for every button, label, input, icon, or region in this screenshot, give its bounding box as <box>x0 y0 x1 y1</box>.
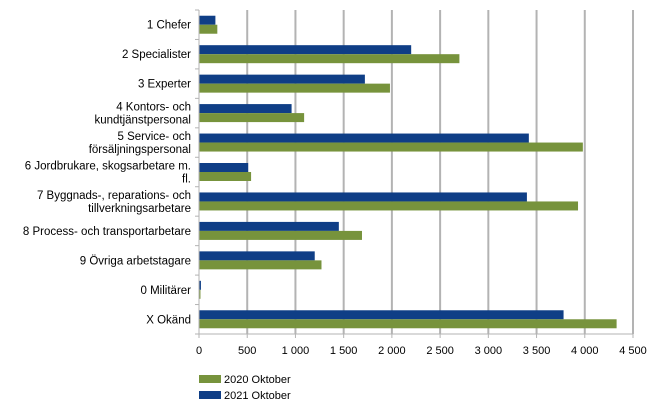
category-label: 8 Process- och transportarbetare <box>23 226 191 238</box>
bar-2020 <box>199 172 252 181</box>
bar-2020 <box>199 113 305 123</box>
legend-label: 2020 Oktober <box>224 374 291 386</box>
category-label: 6 Jordbrukare, skogsarbetare m. fl. <box>25 161 191 186</box>
x-tick-label: 4 000 <box>571 345 599 357</box>
bar-2021 <box>199 74 365 84</box>
bar-2020 <box>199 24 218 34</box>
bar-2021 <box>199 280 201 290</box>
bar-2020 <box>199 260 322 270</box>
category-label: 9 Övriga arbetstagare <box>80 255 191 267</box>
category-label: 3 Experter <box>138 79 191 91</box>
bar-2021 <box>199 251 315 261</box>
legend-swatch <box>199 391 221 399</box>
bar-2021 <box>199 192 527 202</box>
x-tick-label: 2 500 <box>426 345 454 357</box>
gridlines <box>246 10 634 334</box>
category-label: 2 Specialister <box>122 49 191 61</box>
x-tick-label: 0 <box>196 345 202 357</box>
bar-2021 <box>199 310 564 320</box>
bars <box>199 15 617 329</box>
category-label: 7 Byggnads-, reparations- och tillverknin… <box>37 190 191 215</box>
bar-2021 <box>199 221 339 231</box>
bar-2021 <box>199 15 216 25</box>
bar-2020 <box>199 83 390 93</box>
category-labels: 1 Chefer 2 Specialister 3 Experter 4 Kontor… <box>23 20 191 327</box>
category-label: 0 Militärer <box>141 285 192 297</box>
bar-2020 <box>199 230 362 240</box>
x-tick-label: 2 000 <box>378 345 406 357</box>
category-label: 1 Chefer <box>147 20 191 32</box>
bar-2021 <box>199 133 529 143</box>
bar-2020 <box>199 289 201 299</box>
category-label: X Okänd <box>146 314 191 326</box>
x-tick-label: 3 000 <box>475 345 503 357</box>
x-tick-label: 500 <box>238 345 256 357</box>
bar-2020 <box>199 54 460 64</box>
axes <box>195 9 634 338</box>
bar-2021 <box>199 163 249 172</box>
bar-2021 <box>199 104 292 114</box>
x-tick-label: 1 000 <box>282 345 310 357</box>
bar-2021 <box>199 45 412 55</box>
x-tick-label: 1 500 <box>330 345 358 357</box>
x-tick-label: 3 500 <box>523 345 551 357</box>
category-label: 5 Service- och försäljningspersonal <box>89 131 191 156</box>
x-tick-label: 4 500 <box>619 345 647 357</box>
bar-2020 <box>199 319 617 329</box>
category-label: 4 Kontors- och kundtjänstpersonal <box>94 102 191 127</box>
bar-2020 <box>199 201 579 211</box>
legend-label: 2021 Oktober <box>224 390 291 402</box>
legend: 2020 Oktober 2021 Oktober <box>199 374 291 402</box>
legend-swatch <box>199 375 221 383</box>
x-tick-labels: 0 500 1 000 1 500 2 000 2 500 3 000 3 500 4 000 4… <box>196 345 647 357</box>
bar-2020 <box>199 142 583 152</box>
